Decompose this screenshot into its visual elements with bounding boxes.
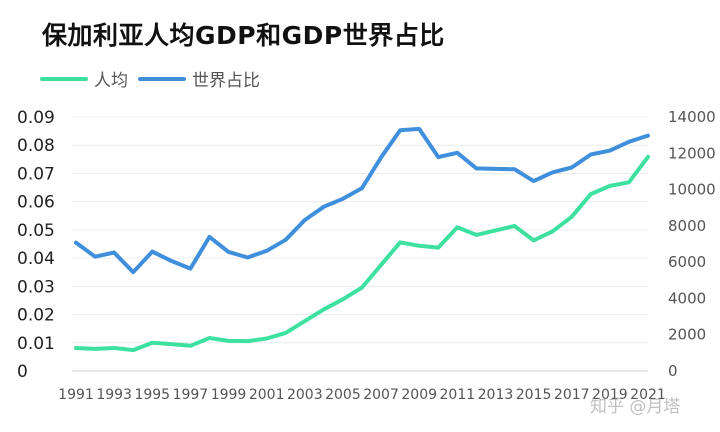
x-tick-label: 1999 [211,387,247,403]
x-tick-label: 2019 [592,387,628,403]
x-tick-label: 2005 [325,387,361,403]
x-tick-label: 1993 [96,387,132,403]
x-tick-label: 2015 [516,387,552,403]
series-line-world-share [74,126,650,275]
chart-title: 保加利亚人均GDP和GDP世界占比 [42,21,445,50]
left-y-tick-label: 0.03 [17,277,55,297]
right-y-tick-label: 8000 [668,217,706,235]
right-y-tick-label: 4000 [668,289,706,307]
x-tick-label: 2001 [249,387,285,403]
right-y-tick-label: 6000 [668,253,706,271]
x-tick-label: 2021 [630,387,666,403]
right-y-tick-label: 12000 [668,144,716,162]
x-tick-label: 2011 [440,387,476,403]
watermark: 知乎 @月塔 [590,397,681,417]
left-y-tick-label: 0.02 [17,306,55,326]
left-y-tick-label: 0.07 [17,164,55,184]
left-y-tick-label: 0.04 [17,249,55,269]
x-tick-label: 2013 [478,387,514,403]
x-tick-label: 2009 [401,387,437,403]
left-y-tick-label: 0.06 [17,193,55,213]
legend-item-per-capita: 人均 [40,66,128,91]
left-y-tick-label: 0.01 [17,334,55,354]
x-tick-label: 1997 [173,387,209,403]
legend-label-per-capita: 人均 [94,71,128,91]
left-y-tick-label: 0.08 [17,136,55,156]
legend-label-world-share: 世界占比 [192,71,260,91]
right-y-tick-label: 0 [668,362,678,380]
left-y-tick-label: 0.05 [17,221,55,241]
x-tick-label: 1991 [58,387,94,403]
legend-swatch-world-share [138,76,186,81]
chart-legend: 人均 世界占比 [40,66,260,91]
left-y-tick-label: 0 [17,362,28,382]
legend-item-world-share: 世界占比 [138,66,260,91]
series-line-per-capita [74,154,650,353]
right-y-tick-label: 10000 [668,181,716,199]
left-y-tick-label: 0.09 [17,108,55,128]
right-y-tick-label: 2000 [668,326,706,344]
x-tick-label: 2003 [287,387,323,403]
x-tick-label: 2017 [554,387,590,403]
right-y-tick-label: 14000 [668,108,716,126]
legend-swatch-per-capita [40,76,88,81]
x-tick-label: 2007 [363,387,399,403]
x-tick-label: 1995 [134,387,170,403]
